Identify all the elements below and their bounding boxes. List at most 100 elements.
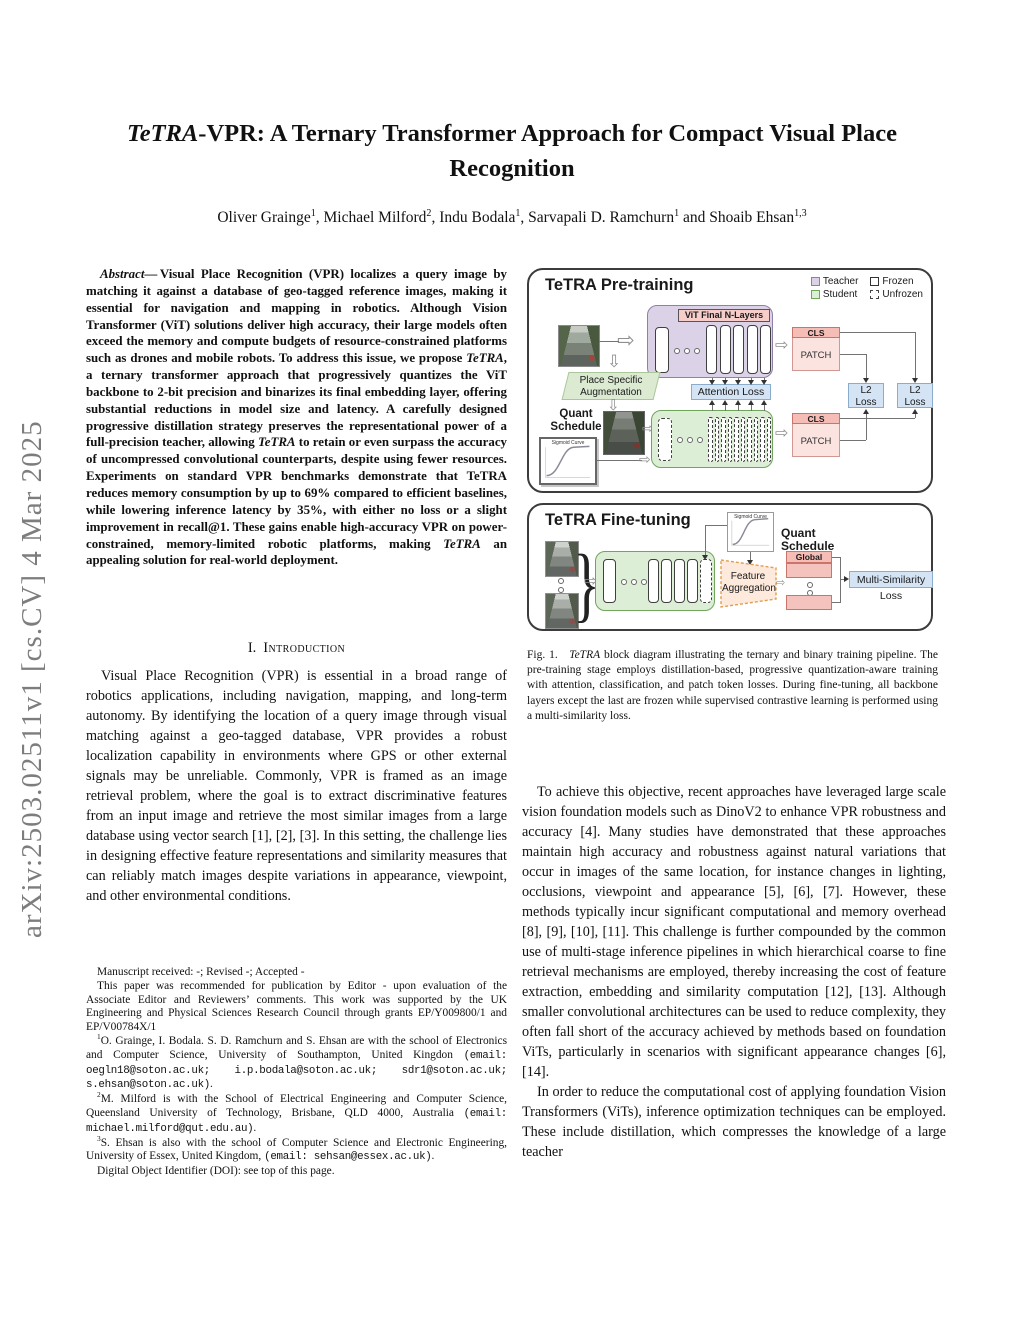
sigmoid-curve-plot [545,445,591,478]
footnote-affiliation-3: 3S. Ehsan is also with the school of Com… [86,1133,507,1164]
l2-loss-box-patch: L2 Loss [848,383,884,408]
cls-token-label: CLS [792,413,840,424]
right-arrow-icon: ⇨ [642,421,654,437]
sigmoid-curve-chart: Sigmoid Curve [727,512,774,552]
vit-layer-bar-unfrozen [658,418,672,461]
student-backbone-block [651,410,773,468]
global-desc-label: Global Desc [786,551,832,572]
sigmoid-curve-plot [731,517,770,546]
teacher-token-box: CLS PATCH [792,327,840,371]
legend-item-teacher: Teacher [810,276,859,287]
query-street-image [558,325,600,367]
authors-line: Oliver Grainge1, Michael Milford2, Indu … [217,207,807,226]
batch-street-image [545,541,579,577]
right-arrow-icon: ⇨ [775,423,789,442]
footnote-doi: Digital Object Identifier (DOI): see top… [97,1165,335,1178]
introduction-paragraph: Visual Place Recognition (VPR) is essent… [86,666,507,906]
vit-layer-bar [760,325,771,374]
figure-1: TeTRA Pre-training Teacher Frozen Studen… [527,268,935,632]
section-title: Introduction [263,640,346,656]
footnote-affiliation-2: 2M. Milford is with the School of Electr… [86,1090,507,1135]
section-heading-introduction: I. Introduction [86,640,507,657]
finetuning-panel: TeTRA Fine-tuning } ⇨ Sigmoid Curve [527,503,933,632]
legend-label: Teacher [822,276,859,287]
arxiv-watermark: arXiv:2503.02511v1 [cs.CV] 4 Mar 2025 [16,420,48,938]
sigmoid-curve-chart: Sigmoid Curve [539,437,597,485]
vit-layer-bar-unfrozen [700,559,712,603]
quantized-layer-bar [760,417,771,462]
cls-token-label: CLS [792,327,840,338]
quantized-layer-bar [734,417,745,462]
patch-token-label: PATCH [800,436,832,447]
paper-title-rest: -VPR: A Ternary Transformer Approach for… [198,120,897,182]
descriptor-box [786,595,832,610]
vit-layer-bar [648,559,659,603]
sigmoid-curve-title: Sigmoid Curve [734,514,767,520]
student-swatch-icon [810,290,820,299]
teacher-swatch-icon [810,277,820,286]
section-number: I. [247,640,257,656]
vit-layer-bar [746,325,758,374]
pretraining-panel: TeTRA Pre-training Teacher Frozen Studen… [527,268,933,493]
vit-layer-bar [733,325,744,374]
paper-title-italic: TeTRA [127,120,199,147]
legend-item-frozen: Frozen [870,276,923,287]
multi-similarity-loss-box: Multi-Similarity Loss [849,571,933,602]
body-paragraph: In order to reduce the computational cos… [522,1084,946,1160]
descriptor-box [786,563,832,578]
paper-title: TeTRA-VPR: A Ternary Transformer Approac… [112,116,912,186]
vit-layer-bar [674,559,685,603]
quantized-layer-bar [747,417,758,462]
vit-layer-bar [603,559,616,603]
vit-layer-bar [719,325,731,374]
sigmoid-curve-title: Sigmoid Curve [551,440,585,446]
batch-street-image [545,593,579,629]
quant-schedule-label: Quant Schedule [550,408,602,433]
diamond-arrow-icon: ⇨ [776,576,786,589]
feature-aggregation-shape [720,559,777,608]
intro-p1: Visual Place Recognition (VPR) is essent… [86,668,507,904]
ellipsis-dots [621,579,647,585]
quantized-layer-bar [708,417,719,462]
pretraining-title: TeTRA Pre-training [545,276,694,294]
teacher-backbone-block: ViT Final N-Layers [647,305,773,378]
attention-loss-box: Attention Loss [691,384,771,400]
footnote-manuscript: Manuscript received: -; Revised -; Accep… [97,966,305,978]
right-column-body: To achieve this objective, recent approa… [522,782,946,1162]
patch-token-label: PATCH [800,350,832,361]
frozen-swatch-icon [870,277,880,286]
quant-schedule-label: Quant Schedule [781,526,835,553]
footnote-acknowledgement: This paper was recommended for publicati… [86,979,507,1034]
finetune-backbone-block [595,551,715,611]
figure-caption: Fig. 1. TeTRA block diagram illustrating… [527,649,938,722]
place-aug-line1: Place Specific [579,375,643,386]
right-arrow-icon: ⇨ [584,571,598,590]
quantized-layer-bar [721,417,732,462]
legend: Teacher Frozen Student Unfrozen [810,276,923,300]
ellipsis-dots [674,348,700,354]
student-token-box: CLS PATCH [792,413,840,457]
footnote-affiliation-1: 1O. Grainge, I. Bodala. S. D. Ramchurn a… [86,1032,507,1092]
right-arrow-icon: ⇨ [639,452,651,468]
ellipsis-dots [807,582,813,596]
augmented-street-image [603,411,645,455]
ellipsis-dots [677,437,703,443]
right-arrow-icon: ⇨ [775,335,789,354]
abstract: Abstract— Visual Place Recognition (VPR)… [86,267,507,568]
l2-loss-box-cls: L2 Loss [897,383,933,408]
unfrozen-swatch-icon [870,290,880,299]
down-arrow-icon: ⇩ [607,352,622,372]
vit-layer-bar [687,559,698,603]
legend-item-student: Student [810,289,859,300]
feature-aggregation-label: Feature Aggregation [722,571,776,594]
legend-label: Unfrozen [882,289,923,300]
down-arrow-icon: ⇩ [607,396,620,414]
footnotes: Manuscript received: -; Revised -; Accep… [86,966,507,1179]
body-paragraph: To achieve this objective, recent approa… [522,784,946,1080]
legend-item-unfrozen: Unfrozen [870,289,923,300]
finetuning-title: TeTRA Fine-tuning [545,511,691,529]
legend-label: Frozen [882,276,914,287]
legend-label: Student [822,289,858,300]
vit-layer-bar [661,559,672,603]
